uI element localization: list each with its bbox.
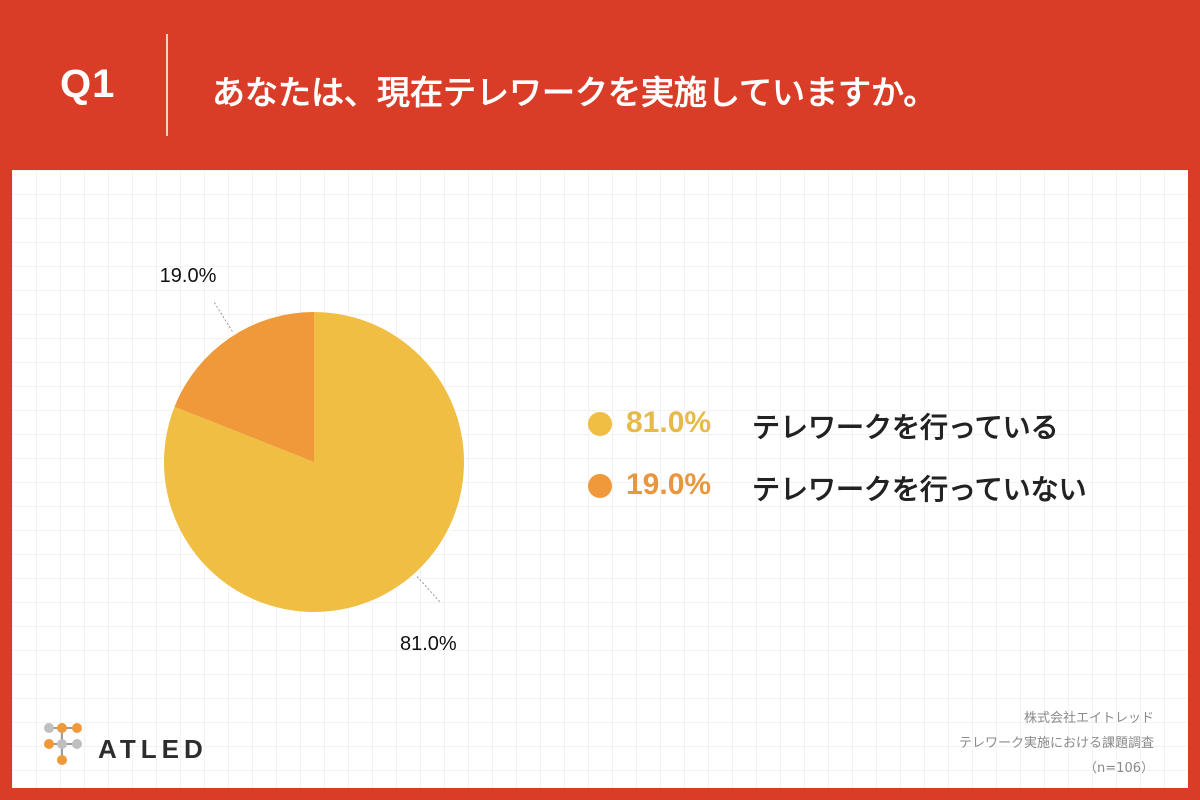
legend-pct-no: 19.0% <box>626 468 712 501</box>
pie-slice-no <box>174 312 314 462</box>
atled-logo-mark-icon <box>44 723 82 765</box>
atled-logo-text: ATLED <box>98 734 208 764</box>
atled-logo: ATLED <box>40 718 220 778</box>
source-credit: 株式会社エイトレッド テレワーク実施における課題調査 （n=106） <box>959 706 1154 781</box>
leader-line-no <box>213 302 233 332</box>
data-label-no: 19.0% <box>160 265 217 287</box>
header-divider <box>166 34 168 136</box>
legend-label-yes: テレワークを行っている <box>752 411 1059 444</box>
credit-company: 株式会社エイトレッド <box>1023 711 1154 726</box>
legend-label-no: テレワークを行っていない <box>752 473 1087 506</box>
legend-dot-no <box>588 474 612 498</box>
legend-dot-yes <box>588 412 612 436</box>
question-number: Q1 <box>60 62 116 106</box>
question-text: あなたは、現在テレワークを実施していますか。 <box>212 73 937 112</box>
pie-chart: 81.0% 19.0% <box>160 265 465 655</box>
chart-panel: 81.0% 19.0% 81.0% テレワークを行っている 19.0% テレワーク… <box>12 170 1188 788</box>
credit-sample: （n=106） <box>1084 761 1154 776</box>
header-bar: Q1 あなたは、現在テレワークを実施していますか。 <box>0 0 1200 170</box>
legend-pct-yes: 81.0% <box>626 406 712 439</box>
credit-survey: テレワーク実施における課題調査 <box>958 736 1154 751</box>
data-label-yes: 81.0% <box>400 633 457 655</box>
leader-line-yes <box>416 576 441 603</box>
